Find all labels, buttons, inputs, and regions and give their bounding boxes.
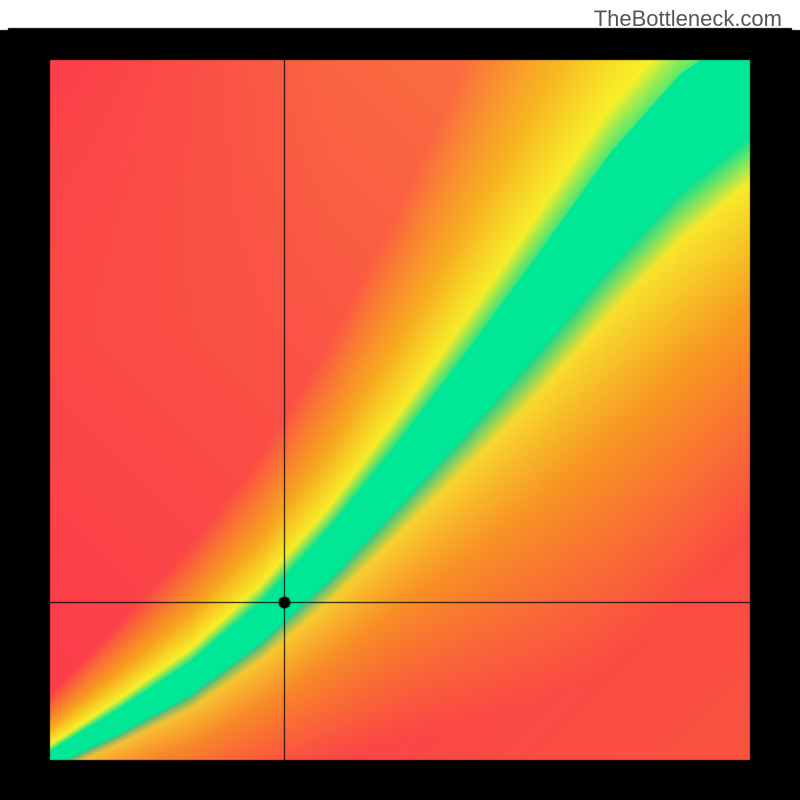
chart-wrapper: TheBottleneck.com (0, 0, 800, 800)
watermark-text: TheBottleneck.com (594, 6, 782, 32)
bottleneck-heatmap (0, 0, 800, 800)
